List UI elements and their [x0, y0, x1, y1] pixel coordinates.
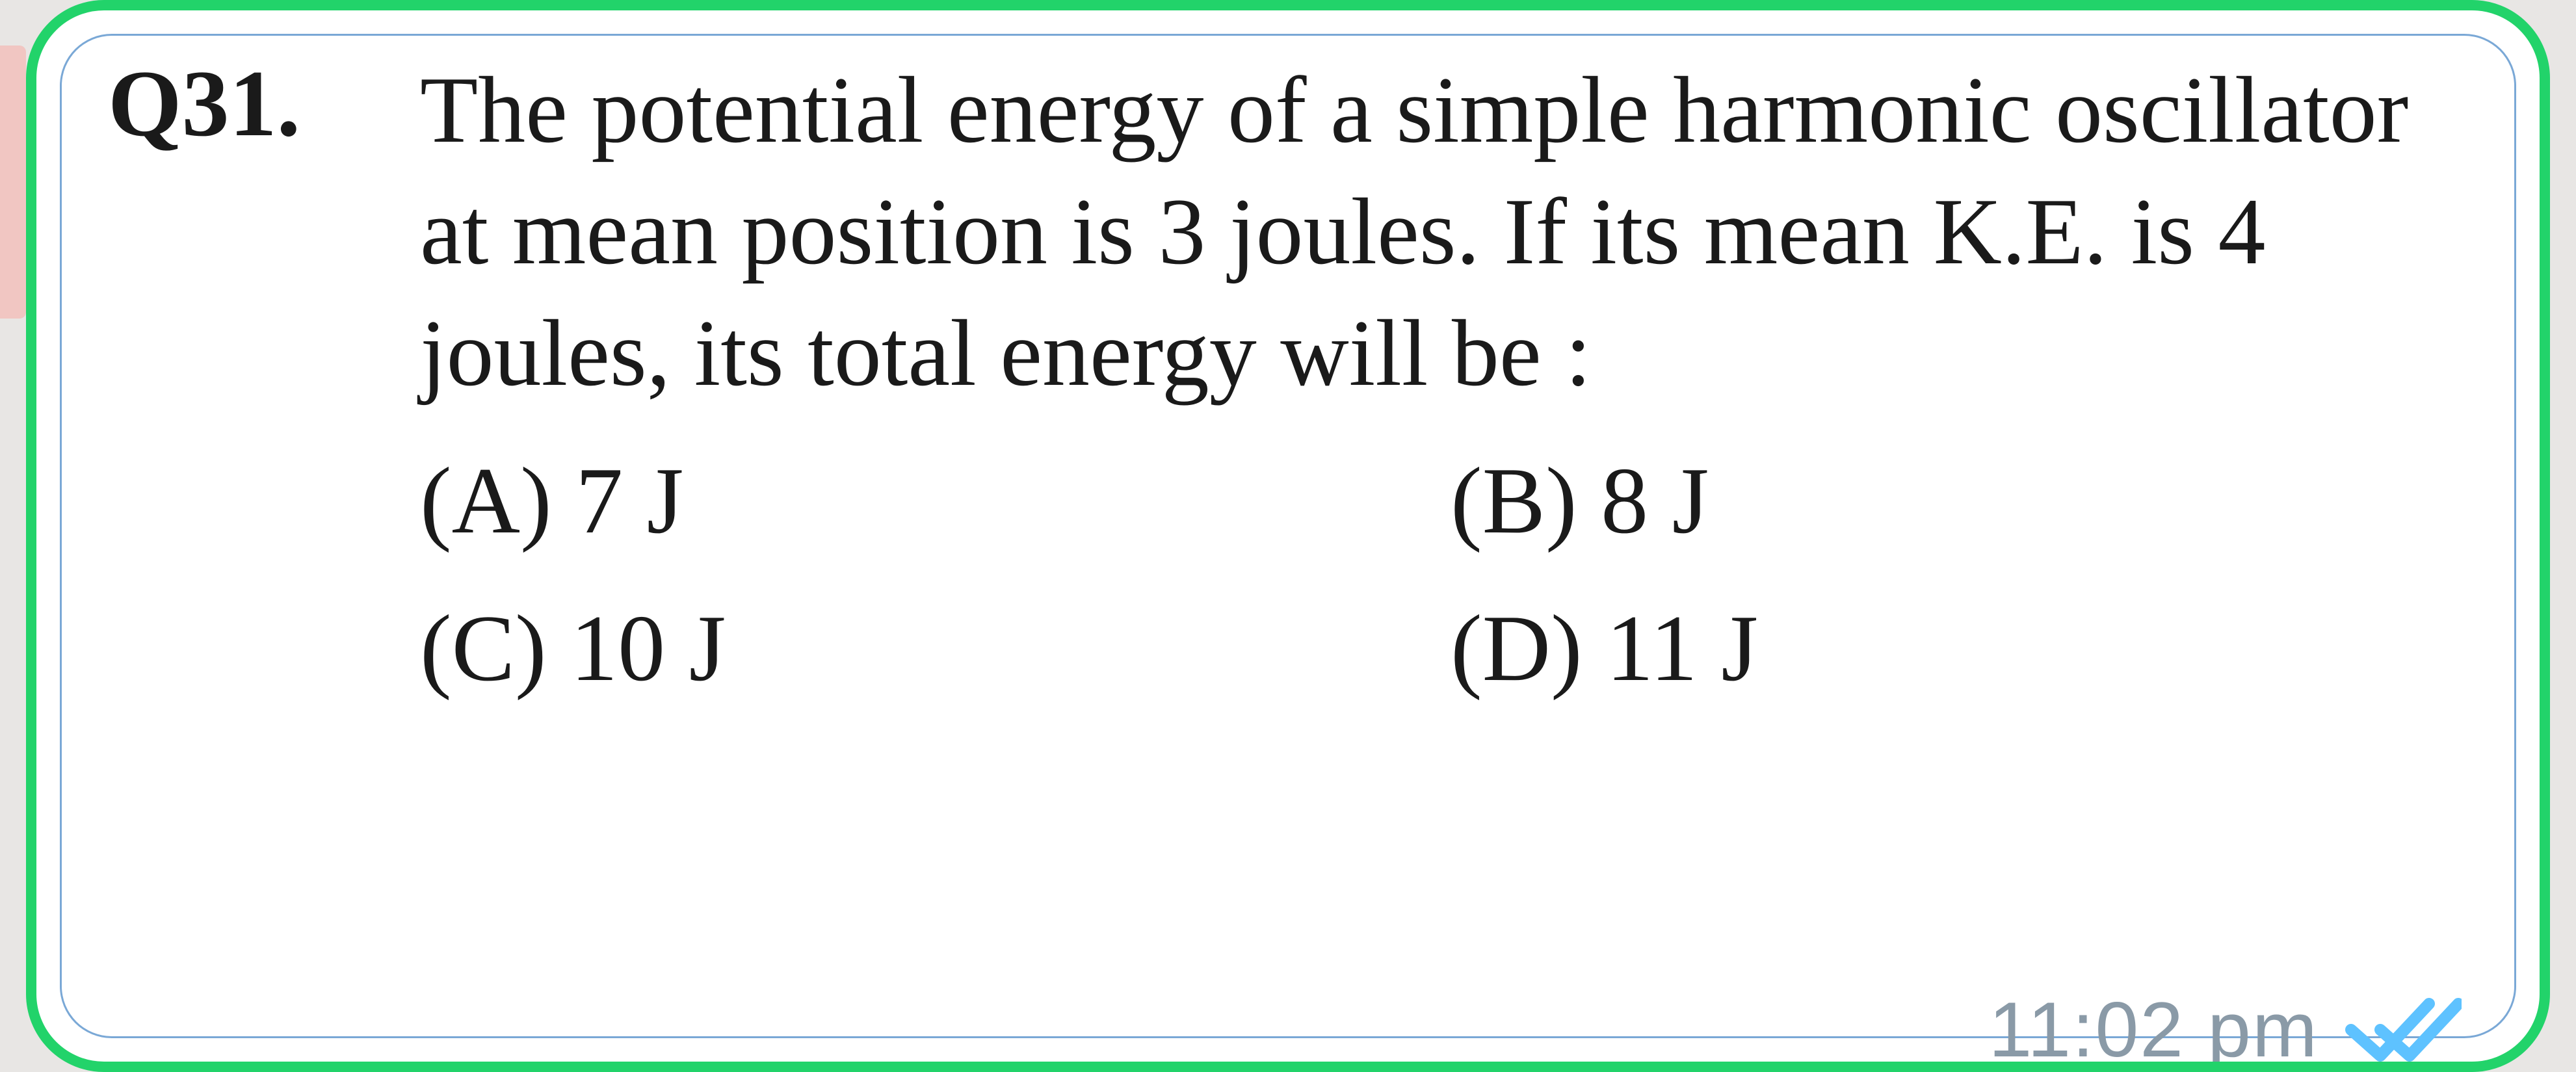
question-text: The potential energy of a simple harmoni…: [420, 49, 2481, 414]
option-a: (A) 7 J: [420, 440, 1451, 562]
timestamp-row: 11:02 pm: [1989, 985, 2462, 1072]
option-b: (B) 8 J: [1451, 440, 2481, 562]
options-grid: (A) 7 J (B) 8 J (C) 10 J (D) 11 J: [420, 440, 2481, 709]
message-bubble: Q31. The potential energy of a simple ha…: [26, 0, 2550, 1072]
question-block: Q31. The potential energy of a simple ha…: [108, 49, 2481, 709]
timestamp: 11:02 pm: [1989, 985, 2319, 1072]
left-side-tab: [0, 46, 26, 319]
question-row: Q31. The potential energy of a simple ha…: [108, 49, 2481, 709]
double-check-icon: [2345, 991, 2462, 1069]
question-body: The potential energy of a simple harmoni…: [420, 49, 2481, 709]
option-d: (D) 11 J: [1451, 588, 2481, 709]
question-number: Q31.: [108, 49, 420, 159]
option-c: (C) 10 J: [420, 588, 1451, 709]
